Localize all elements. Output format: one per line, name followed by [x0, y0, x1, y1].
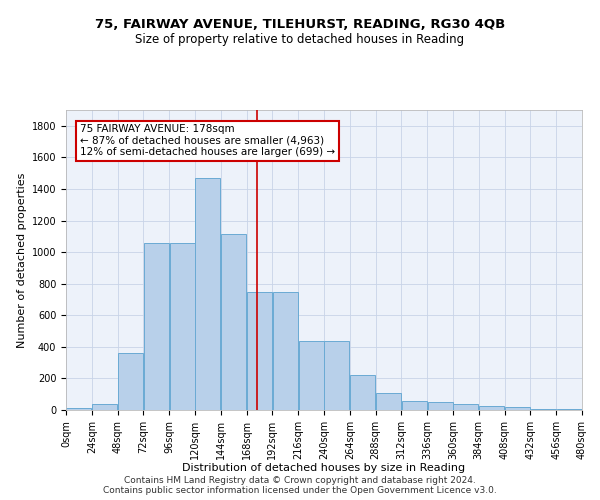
- Bar: [454, 404, 478, 410]
- Text: Size of property relative to detached houses in Reading: Size of property relative to detached ho…: [136, 32, 464, 46]
- Bar: [299, 342, 323, 410]
- Bar: [221, 234, 246, 410]
- Bar: [273, 292, 298, 410]
- Bar: [118, 353, 143, 410]
- Bar: [505, 407, 530, 410]
- Text: 75 FAIRWAY AVENUE: 178sqm
← 87% of detached houses are smaller (4,963)
12% of se: 75 FAIRWAY AVENUE: 178sqm ← 87% of detac…: [80, 124, 335, 158]
- Bar: [170, 242, 194, 410]
- Bar: [531, 409, 556, 410]
- Bar: [402, 402, 427, 410]
- Bar: [196, 178, 220, 410]
- Bar: [557, 409, 581, 410]
- Bar: [247, 292, 272, 410]
- Text: 75, FAIRWAY AVENUE, TILEHURST, READING, RG30 4QB: 75, FAIRWAY AVENUE, TILEHURST, READING, …: [95, 18, 505, 30]
- Bar: [376, 392, 401, 410]
- Bar: [325, 342, 349, 410]
- Bar: [428, 402, 452, 410]
- Bar: [67, 408, 91, 410]
- Bar: [479, 406, 504, 410]
- Text: Contains HM Land Registry data © Crown copyright and database right 2024.
Contai: Contains HM Land Registry data © Crown c…: [103, 476, 497, 495]
- Bar: [92, 404, 117, 410]
- Y-axis label: Number of detached properties: Number of detached properties: [17, 172, 28, 348]
- Bar: [144, 242, 169, 410]
- X-axis label: Distribution of detached houses by size in Reading: Distribution of detached houses by size …: [182, 463, 466, 473]
- Bar: [350, 376, 375, 410]
